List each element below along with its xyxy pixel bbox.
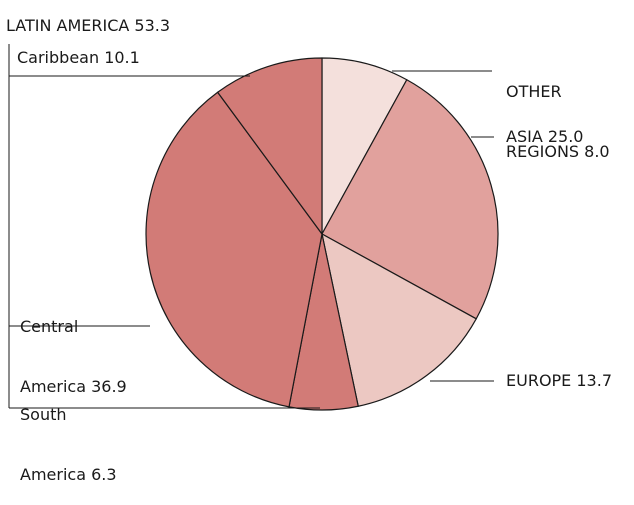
pie-slice-asia [321,79,499,320]
label-europe: EUROPE 13.7 [506,371,612,390]
pie-slice-europe [321,233,477,407]
pie-slice-other-regions [321,57,408,235]
pie-slice-central-america [145,91,323,408]
label-asia: ASIA 25.0 [506,127,584,146]
label-central-america: Central America 36.9 [20,277,127,417]
label-south-america: South America 6.3 [20,365,117,505]
pie-slice-caribbean [217,57,323,235]
pie-chart [8,44,499,411]
label-other-regions-line1: OTHER [506,82,562,101]
label-other-regions: OTHER REGIONS 8.0 [506,42,610,182]
label-south-america-line2: America 6.3 [20,465,117,484]
label-central-america-line2: America 36.9 [20,377,127,396]
label-south-america-line1: South [20,405,67,424]
label-caribbean: Caribbean 10.1 [17,48,140,67]
label-other-regions-line2: REGIONS 8.0 [506,142,610,161]
pie-slices [145,57,499,411]
label-latin-america: LATIN AMERICA 53.3 [6,16,171,35]
label-central-america-line1: Central [20,317,79,336]
leader-lines [8,44,494,409]
